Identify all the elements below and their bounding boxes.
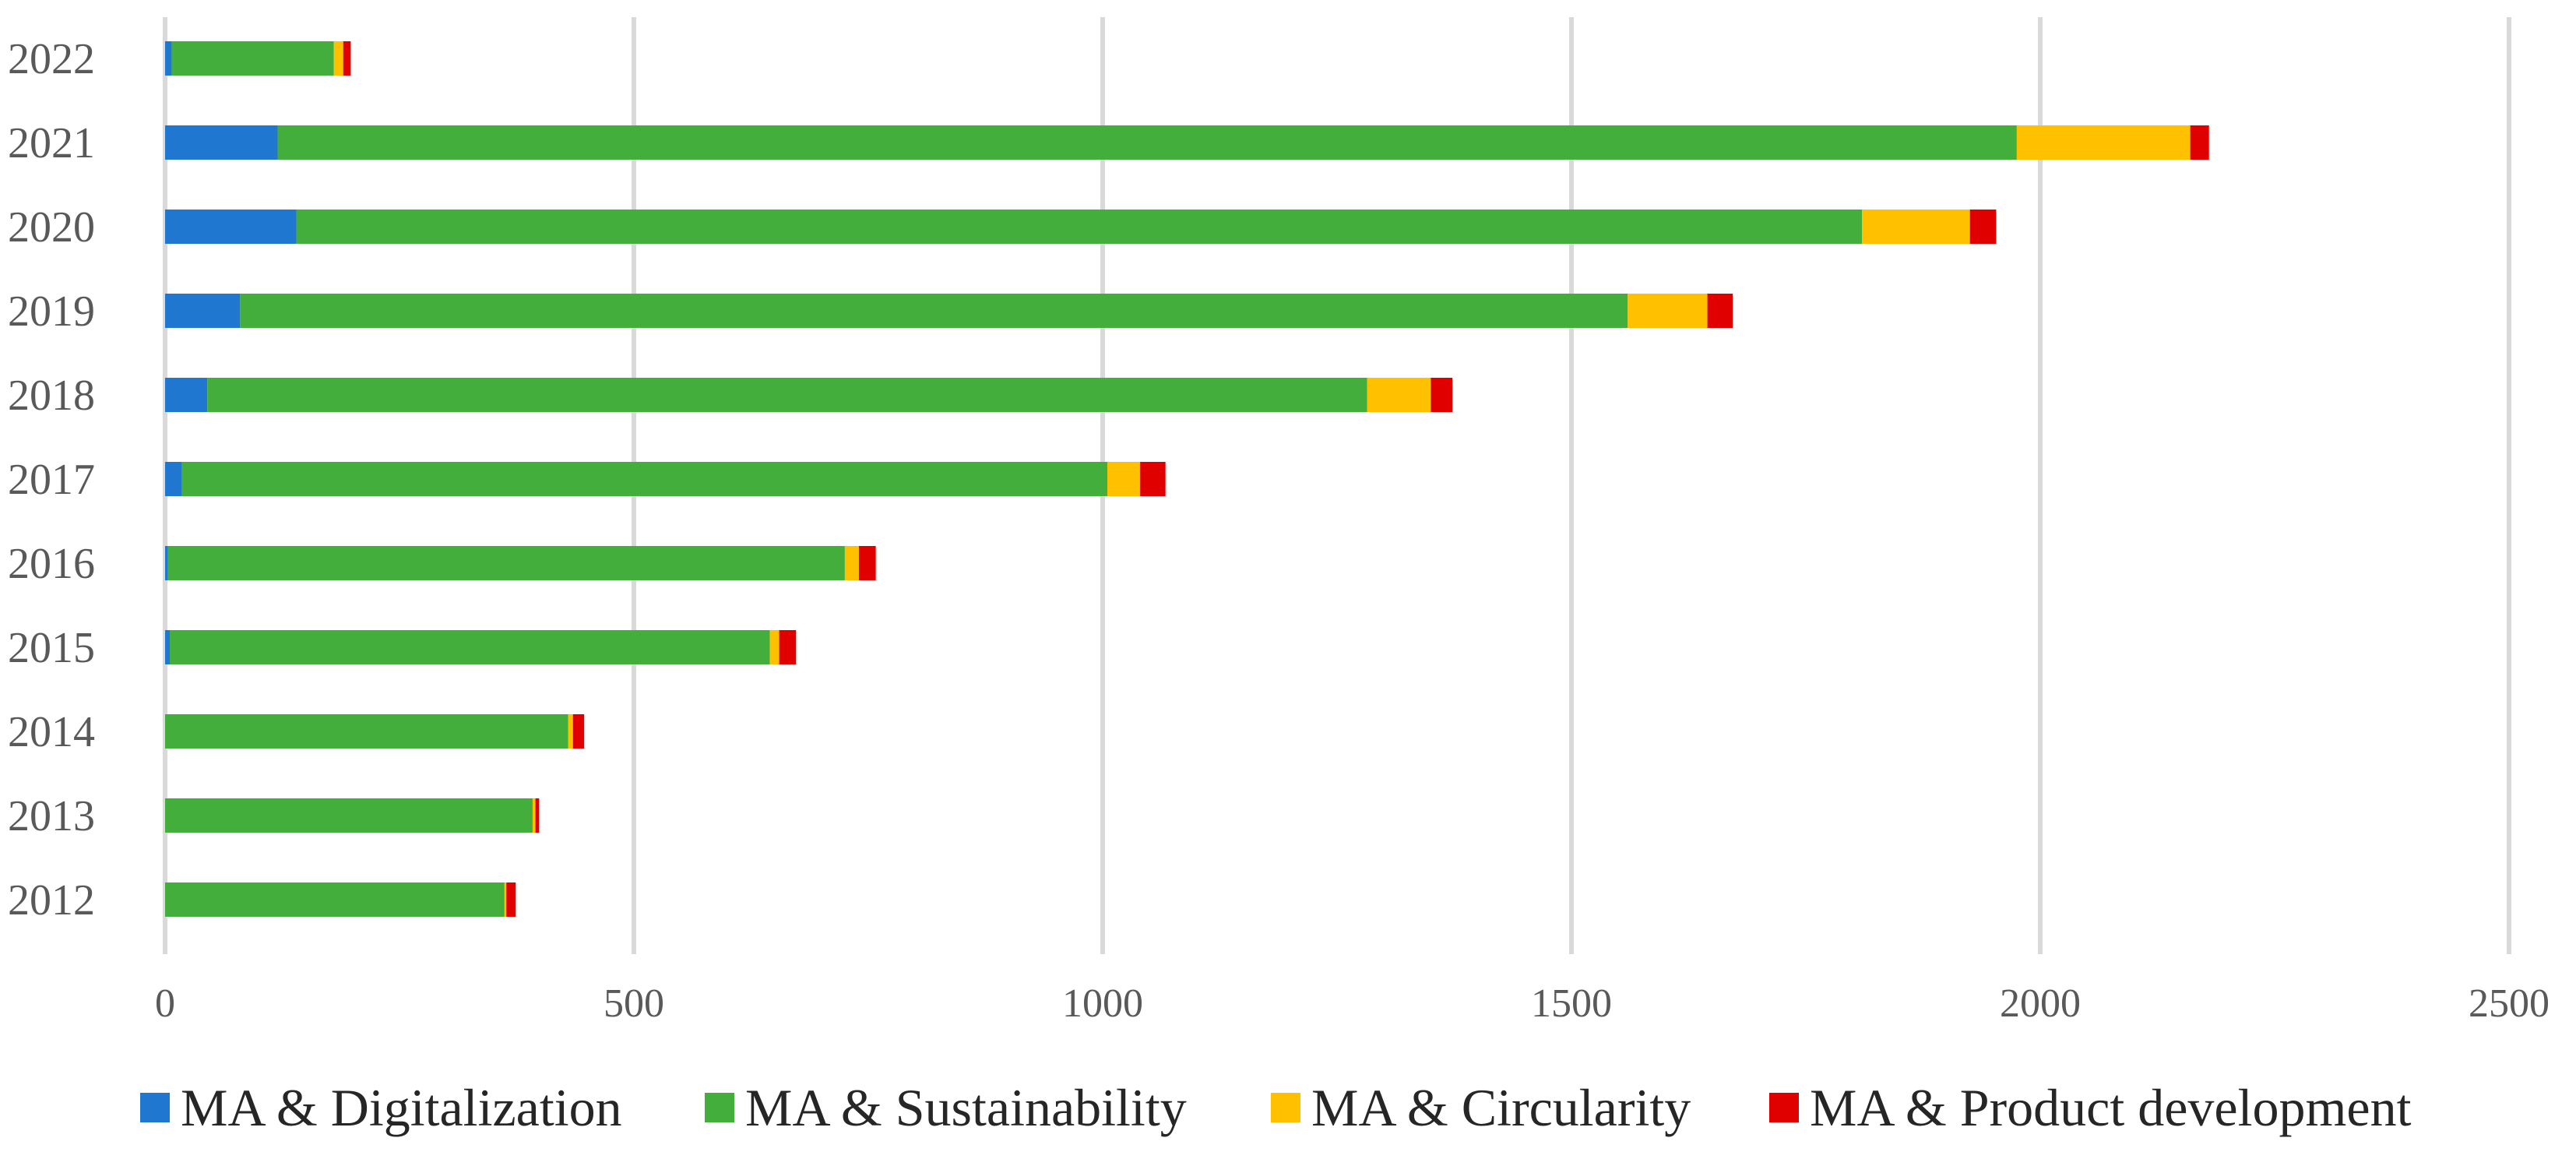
bar-segment-2015-series-1 xyxy=(170,630,770,664)
legend: MA & Digitalization MA & Sustainability MA… xyxy=(140,1078,2412,1137)
legend-label: MA & Sustainability xyxy=(745,1078,1187,1137)
y-tick-label: 2016 xyxy=(8,540,95,588)
y-tick-label: 2015 xyxy=(8,624,95,672)
x-tick-label: 2000 xyxy=(2000,981,2081,1026)
bar-segment-2019-series-2 xyxy=(1628,294,1708,328)
bar-segment-2015-series-2 xyxy=(769,630,779,664)
y-tick-label: 2020 xyxy=(8,203,95,252)
y-tick-label: 2021 xyxy=(8,119,95,167)
legend-label: MA & Product development xyxy=(1810,1078,2412,1137)
bar-segment-2013-series-3 xyxy=(535,798,540,833)
bar-segment-2013-series-2 xyxy=(532,798,536,833)
legend-swatch xyxy=(705,1093,734,1122)
y-tick-label: 2017 xyxy=(8,456,95,504)
y-tick-label: 2018 xyxy=(8,372,95,420)
y-axis-labels: 2022 2021 2020 2019 2018 2017 2016 2015 2014 2013… xyxy=(8,35,95,925)
x-tick-label: 500 xyxy=(604,981,664,1026)
bar-segment-2015-series-0 xyxy=(165,630,171,664)
y-tick-label: 2014 xyxy=(8,708,95,756)
bar-segment-2017-series-3 xyxy=(1140,462,1166,496)
bar-segment-2022-series-2 xyxy=(333,41,343,76)
bar-segment-2020-series-3 xyxy=(1969,210,1997,244)
y-tick-label: 2022 xyxy=(8,35,95,83)
x-tick-label: 2500 xyxy=(2469,981,2550,1026)
bar-segment-2021-series-0 xyxy=(165,125,278,160)
bar-segment-2018-series-3 xyxy=(1431,378,1453,412)
bar-segment-2019-series-3 xyxy=(1707,294,1733,328)
bar-segment-2022-series-1 xyxy=(171,41,334,76)
y-tick-label: 2012 xyxy=(8,876,95,925)
bar-segment-2022-series-3 xyxy=(343,41,351,76)
bar-segment-2020-series-1 xyxy=(296,210,1863,244)
bar-segment-2018-series-2 xyxy=(1367,378,1431,412)
bar-segment-2012-series-3 xyxy=(506,882,516,917)
bar-segment-2021-series-2 xyxy=(2016,125,2191,160)
bar-segment-2016-series-3 xyxy=(858,546,876,580)
bar-segment-2012-series-2 xyxy=(504,882,507,917)
bar-segment-2020-series-2 xyxy=(1862,210,1970,244)
legend-swatch xyxy=(140,1093,170,1122)
bar-segment-2017-series-0 xyxy=(165,462,182,496)
bar-segment-2021-series-1 xyxy=(277,125,2017,160)
bar-segment-2020-series-0 xyxy=(165,210,297,244)
bar-segment-2014-series-1 xyxy=(165,714,568,749)
bar-segment-2019-series-1 xyxy=(240,294,1628,328)
x-axis-labels: 0 500 1000 1500 2000 2500 xyxy=(155,981,2550,1026)
bar-segment-2016-series-2 xyxy=(844,546,859,580)
bar-segment-2018-series-0 xyxy=(165,378,208,412)
bar-segment-2013-series-1 xyxy=(165,798,533,833)
legend-swatch xyxy=(1271,1093,1300,1122)
x-tick-label: 0 xyxy=(155,981,175,1026)
bar-segment-2018-series-1 xyxy=(207,378,1367,412)
bar-segment-2017-series-2 xyxy=(1107,462,1141,496)
x-tick-label: 1500 xyxy=(1531,981,1612,1026)
bar-segment-2015-series-3 xyxy=(779,630,797,664)
bar-segment-2016-series-1 xyxy=(167,546,845,580)
bars xyxy=(165,41,2209,917)
bar-segment-2014-series-2 xyxy=(568,714,573,749)
bar-segment-2014-series-3 xyxy=(572,714,585,749)
bar-segment-2016-series-0 xyxy=(165,546,168,580)
x-tick-label: 1000 xyxy=(1062,981,1143,1026)
bar-segment-2017-series-1 xyxy=(181,462,1108,496)
bar-segment-2022-series-0 xyxy=(165,41,172,76)
bar-segment-2019-series-0 xyxy=(165,294,241,328)
bar-segment-2012-series-1 xyxy=(165,882,505,917)
y-tick-label: 2013 xyxy=(8,792,95,840)
legend-swatch xyxy=(1769,1093,1799,1122)
bar-segment-2021-series-3 xyxy=(2190,125,2209,160)
y-tick-label: 2019 xyxy=(8,287,95,336)
legend-label: MA & Digitalization xyxy=(181,1078,622,1137)
legend-label: MA & Circularity xyxy=(1311,1078,1691,1137)
